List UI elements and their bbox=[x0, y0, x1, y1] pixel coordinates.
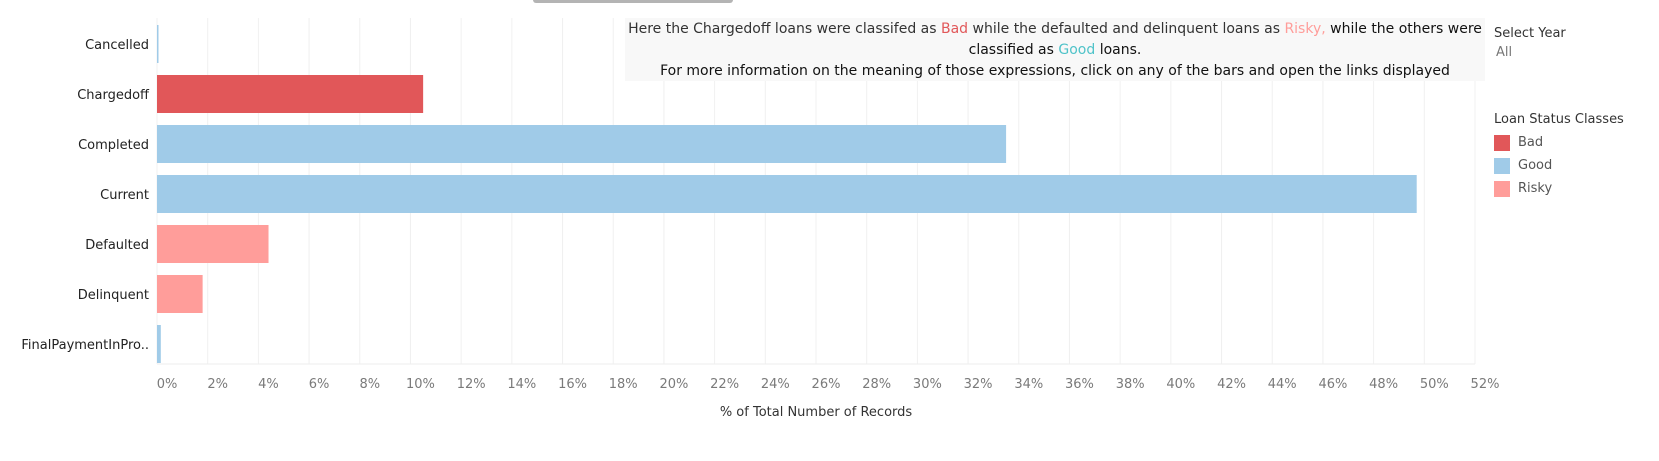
bar-finalpaymentinpro[interactable] bbox=[157, 325, 161, 363]
legend-label-good: Good bbox=[1518, 158, 1553, 173]
category-label: Chargedoff bbox=[77, 88, 150, 103]
x-tick-label: 4% bbox=[258, 377, 279, 392]
legend-item-good[interactable]: Good bbox=[1494, 154, 1624, 177]
x-tick-label: 16% bbox=[558, 377, 587, 392]
annotation-risky-label: Risky, bbox=[1284, 21, 1326, 37]
x-tick-label: 32% bbox=[964, 377, 993, 392]
x-tick-label: 44% bbox=[1268, 377, 1297, 392]
category-label: Current bbox=[100, 188, 149, 203]
x-tick-label: 40% bbox=[1166, 377, 1195, 392]
annotation-text: while the others were bbox=[1325, 21, 1482, 37]
category-label: Defaulted bbox=[85, 238, 149, 253]
x-tick-label: 46% bbox=[1318, 377, 1347, 392]
x-tick-label: 24% bbox=[761, 377, 790, 392]
bar-completed[interactable] bbox=[157, 125, 1007, 163]
category-label: Completed bbox=[78, 138, 149, 153]
x-tick-label: 6% bbox=[309, 377, 330, 392]
x-tick-label: 20% bbox=[659, 377, 688, 392]
bar-cancelled[interactable] bbox=[157, 25, 159, 63]
year-filter-value[interactable]: All bbox=[1496, 45, 1513, 60]
annotation-line-1: Here the Chargedoff loans were classifed… bbox=[625, 19, 1485, 40]
legend-title: Loan Status Classes bbox=[1494, 112, 1624, 127]
x-tick-label: 12% bbox=[457, 377, 486, 392]
annotation-text: loans. bbox=[1095, 42, 1142, 58]
x-tick-label: 10% bbox=[406, 377, 435, 392]
x-tick-label: 48% bbox=[1369, 377, 1398, 392]
category-label: Delinquent bbox=[78, 288, 149, 303]
x-tick-label: 8% bbox=[359, 377, 380, 392]
category-label: FinalPaymentInPro.. bbox=[21, 338, 149, 353]
x-tick-label: 42% bbox=[1217, 377, 1246, 392]
x-axis-title: % of Total Number of Records bbox=[720, 405, 913, 420]
annotation-line-3: For more information on the meaning of t… bbox=[660, 63, 1450, 79]
x-tick-label: 28% bbox=[862, 377, 891, 392]
annotation-line-2: classified as Good loans. bbox=[625, 40, 1485, 61]
x-tick-labels: 0% 2% 4% 6% 8% 10% 12% 14% 16% 18% 20% 22% 24% 26% 28%… bbox=[157, 377, 1500, 392]
legend-swatch-bad bbox=[1494, 134, 1510, 151]
x-tick-label: 34% bbox=[1014, 377, 1043, 392]
bar-current[interactable] bbox=[157, 175, 1417, 213]
category-label: Cancelled bbox=[85, 38, 149, 53]
category-labels: Cancelled Chargedoff Completed Current Defau… bbox=[21, 38, 150, 353]
legend-label-risky: Risky bbox=[1518, 181, 1553, 196]
legend-swatch-good bbox=[1494, 157, 1510, 174]
x-tick-label: 30% bbox=[913, 377, 942, 392]
legend-label-bad: Bad bbox=[1518, 135, 1544, 150]
x-tick-label: 18% bbox=[609, 377, 638, 392]
annotation-text: classified as bbox=[968, 42, 1059, 58]
bar-chargedoff[interactable] bbox=[157, 75, 424, 113]
x-tick-label: 26% bbox=[812, 377, 841, 392]
x-tick-label: 22% bbox=[710, 377, 739, 392]
legend-item-risky[interactable]: Risky bbox=[1494, 177, 1624, 200]
annotation-text: Here the Chargedoff loans were classifed… bbox=[628, 21, 941, 37]
x-tick-label: 0% bbox=[157, 377, 178, 392]
bar-defaulted[interactable] bbox=[157, 225, 269, 263]
year-filter-title: Select Year bbox=[1494, 26, 1566, 41]
year-filter[interactable]: Select Year All bbox=[1494, 26, 1566, 60]
legend-item-bad[interactable]: Bad bbox=[1494, 131, 1624, 154]
annotation-text: while the defaulted and delinquent loans… bbox=[968, 21, 1285, 37]
annotation-box: Here the Chargedoff loans were classifed… bbox=[625, 18, 1485, 81]
annotation-bad-label: Bad bbox=[941, 21, 969, 37]
x-tick-label: 38% bbox=[1116, 377, 1145, 392]
annotation-good-label: Good bbox=[1058, 42, 1096, 58]
x-tick-label: 50% bbox=[1420, 377, 1449, 392]
x-tick-label: 14% bbox=[507, 377, 536, 392]
legend: Loan Status Classes Bad Good Risky bbox=[1494, 112, 1624, 200]
x-tick-label: 2% bbox=[207, 377, 228, 392]
bar-delinquent[interactable] bbox=[157, 275, 203, 313]
x-tick-label: 52% bbox=[1471, 377, 1500, 392]
bars bbox=[157, 25, 1417, 363]
x-tick-label: 36% bbox=[1065, 377, 1094, 392]
legend-swatch-risky bbox=[1494, 180, 1510, 197]
top-drag-handle[interactable] bbox=[533, 0, 733, 3]
